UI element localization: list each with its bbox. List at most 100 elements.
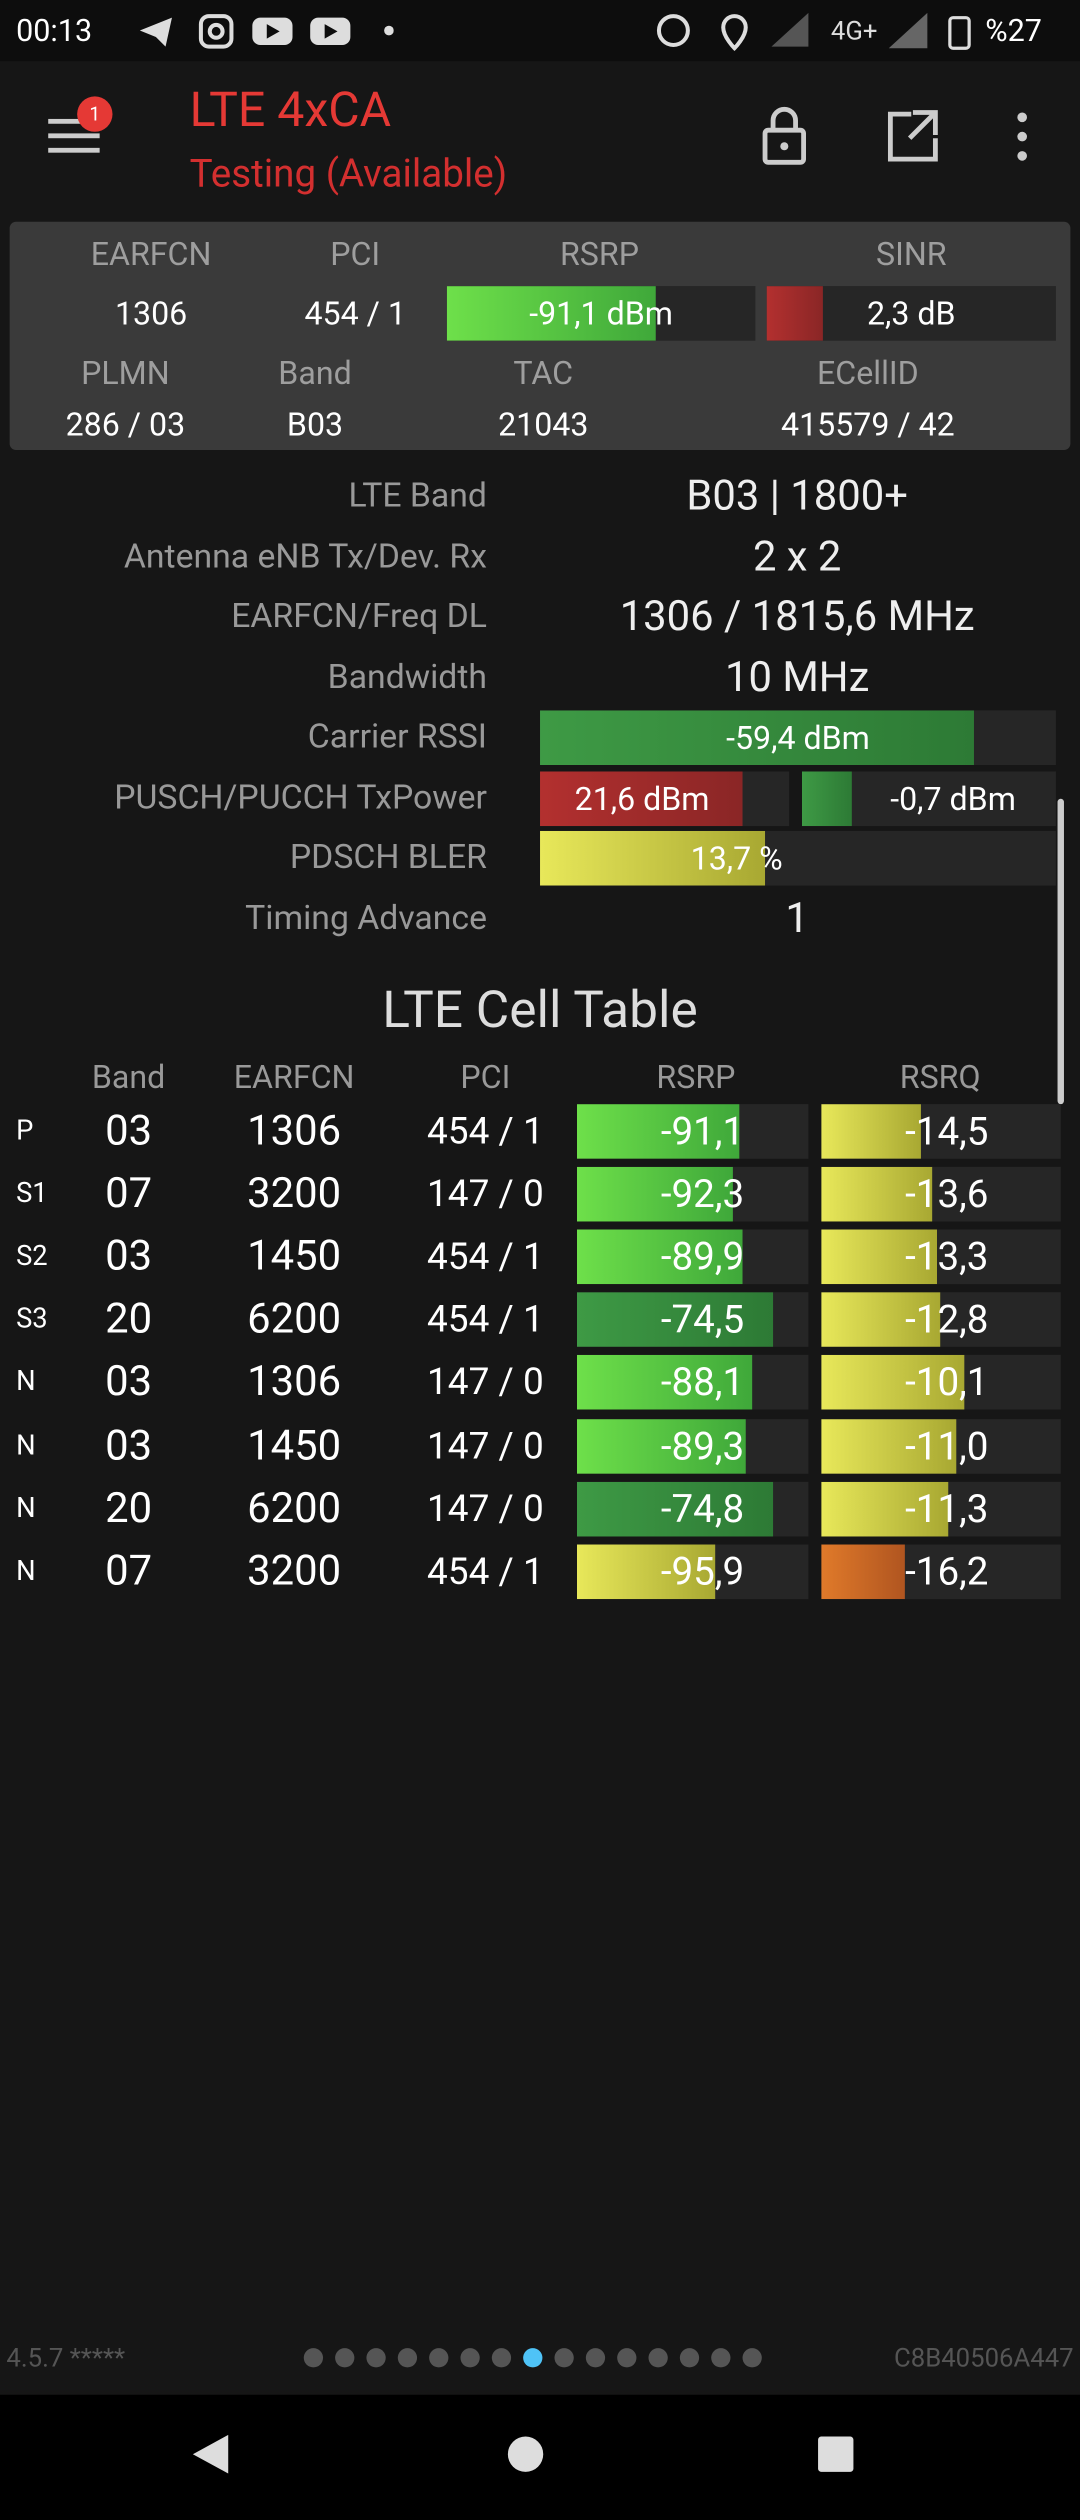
bar-text: -91,1 dBm: [529, 294, 673, 333]
page-dot: [491, 2348, 512, 2368]
bar-text: -88,1: [660, 1360, 745, 1406]
cell-type: N: [16, 1429, 36, 1462]
cell-earfcn: 1450: [247, 1233, 342, 1282]
bar-text: -91,1: [660, 1108, 745, 1154]
detail-value: 10 MHz: [724, 654, 870, 703]
cell-type: P: [16, 1115, 34, 1148]
cell-earfcn: 3200: [247, 1170, 342, 1219]
toolbar-icons: [762, 106, 1028, 165]
table-header: RSRQ: [899, 1057, 981, 1097]
bar-fill: [576, 1544, 716, 1599]
pusch-meter: 21,6 dBm: [540, 771, 790, 827]
cell-earfcn: 6200: [247, 1484, 342, 1533]
cell-rsrp: -89,9: [576, 1229, 809, 1285]
cell-type: N: [16, 1492, 36, 1525]
open-button[interactable]: [887, 110, 938, 162]
cell-band: 03: [105, 1107, 153, 1156]
summary-value: 286 / 03: [65, 405, 186, 444]
cell-pci: 454 / 1: [427, 1549, 544, 1594]
table-header: Band: [91, 1057, 166, 1097]
bar-text: -16,2: [905, 1548, 989, 1594]
detail-value: 2 x 2: [752, 533, 842, 582]
table-title: LTE Cell Table: [382, 978, 698, 1040]
status-network: 4G+: [830, 15, 878, 46]
bar-fill: [576, 1292, 774, 1348]
cell-rsrq: -11,3: [821, 1481, 1061, 1536]
page-dot: [711, 2348, 731, 2368]
summary-label: PCI: [330, 234, 381, 274]
cell-earfcn: 6200: [247, 1295, 342, 1345]
cell-rsrq: -10,1: [821, 1355, 1061, 1411]
bar-fill: [576, 1166, 733, 1222]
bar-text: -13,3: [905, 1234, 989, 1280]
overflow-button[interactable]: [1017, 112, 1028, 161]
bar-fill: [821, 1104, 921, 1159]
detail-label: Carrier RSSI: [307, 718, 487, 757]
table-header: PCI: [460, 1057, 511, 1097]
summary-value: 454 / 1: [304, 294, 406, 333]
subtitle: Testing (Available): [189, 151, 508, 197]
cell-band: 03: [105, 1233, 153, 1282]
page-dot: [460, 2348, 480, 2368]
page-dot: [679, 2348, 700, 2368]
bar-fill: [576, 1418, 746, 1473]
rssi-meter: -59,4 dBm: [540, 710, 1056, 766]
status-right-icons: [656, 12, 809, 52]
page-dot: [303, 2348, 324, 2368]
bler-meter: 13,7 %: [540, 830, 1056, 886]
recents-button[interactable]: [818, 2436, 854, 2472]
lock-button[interactable]: [762, 106, 807, 165]
page-dot: [554, 2348, 574, 2368]
summary-value: 21043: [498, 405, 589, 444]
bar-fill: [821, 1166, 933, 1222]
cell-type: S1: [16, 1178, 48, 1211]
cell-pci: 147 / 0: [427, 1486, 544, 1531]
back-button[interactable]: [192, 2434, 229, 2474]
menu-button[interactable]: [45, 113, 103, 161]
detail-label: PUSCH/PUCCH TxPower: [114, 779, 487, 819]
status-bar: [0, 0, 1080, 62]
cell-rsrp: -74,5: [576, 1292, 809, 1348]
bar-fill: [766, 286, 823, 341]
cell-pci: 147 / 0: [427, 1361, 544, 1405]
cell-type: N: [16, 1555, 36, 1588]
bar-text: -0,7 dBm: [890, 779, 1016, 819]
cell-pci: 147 / 0: [427, 1172, 544, 1216]
summary-label: PLMN: [81, 353, 170, 393]
summary-label: TAC: [513, 353, 574, 393]
cell-band: 03: [105, 1358, 153, 1407]
detail-value: B03 | 1800+: [686, 472, 908, 521]
cell-earfcn: 1306: [247, 1107, 342, 1156]
summary-value: B03: [286, 405, 344, 444]
rsrp-meter: -91,1 dBm: [446, 286, 756, 341]
cell-rsrp: -74,8: [576, 1481, 809, 1536]
detail-label: Antenna eNB Tx/Dev. Rx: [123, 538, 487, 577]
cell-band: 20: [105, 1484, 153, 1533]
bar-text: -74,5: [660, 1297, 745, 1343]
page-dot: [397, 2348, 418, 2368]
cell-pci: 454 / 1: [427, 1109, 544, 1154]
bar-fill: [540, 830, 766, 886]
cell-earfcn: 1306: [247, 1358, 342, 1407]
bar-fill: [540, 710, 974, 766]
detail-label: Timing Advance: [245, 900, 487, 939]
cell-rsrq: -11,0: [821, 1418, 1061, 1473]
bar-fill: [576, 1229, 743, 1285]
bar-text: -95,9: [660, 1548, 745, 1594]
page-dot: [429, 2348, 449, 2368]
bar-text: -13,6: [905, 1171, 989, 1217]
summary-label: EARFCN: [90, 234, 212, 274]
bar-fill: [801, 771, 852, 827]
bar-text: -11,3: [905, 1486, 989, 1532]
sinr-meter: 2,3 dB: [766, 286, 1056, 341]
page-dot: [742, 2348, 762, 2368]
nav-buttons: [192, 2434, 854, 2474]
bar-text: -11,0: [905, 1423, 989, 1469]
cell-band: 03: [105, 1421, 153, 1470]
cell-rsrq: -16,2: [821, 1544, 1061, 1599]
cell-rsrp: -89,3: [576, 1418, 809, 1473]
detail-value: 1306 / 1815,6 MHz: [619, 593, 975, 642]
bar-text: -14,5: [905, 1108, 989, 1154]
home-button[interactable]: [507, 2436, 544, 2472]
